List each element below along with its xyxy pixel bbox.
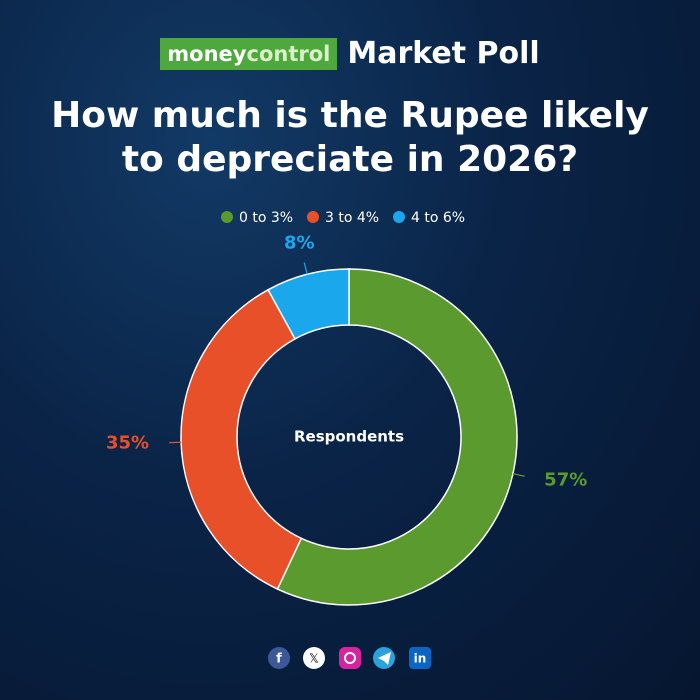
chart-title: How much is the Rupee likely to deprecia…	[51, 95, 649, 180]
donut-slice	[276, 268, 518, 606]
legend-swatch	[307, 211, 319, 223]
legend-label: 3 to 4%	[325, 210, 379, 226]
legend-swatch	[393, 211, 405, 223]
x-icon[interactable]	[303, 647, 325, 669]
brand-prefix: money	[167, 41, 247, 66]
logo: moneycontrol	[160, 37, 338, 70]
legend-label: 0 to 3%	[239, 210, 293, 226]
social-icons: f 𝕏 in	[268, 647, 431, 669]
data-label: 57%	[544, 470, 587, 491]
legend-label: 4 to 6%	[411, 210, 465, 226]
svg-text:𝕏: 𝕏	[309, 652, 319, 666]
data-label: 8%	[284, 232, 315, 253]
donut-slice	[267, 268, 350, 340]
leader-line	[303, 262, 308, 275]
brand-suffix: control	[246, 41, 331, 66]
legend-swatch	[221, 211, 233, 223]
header-label: Market Poll	[347, 36, 540, 71]
instagram-icon[interactable]	[339, 647, 361, 669]
data-label: 35%	[106, 432, 149, 453]
center-label: Respondents	[294, 428, 404, 446]
leader-line	[512, 473, 525, 477]
donut-slice	[180, 288, 303, 591]
linkedin-icon[interactable]	[409, 647, 431, 669]
svg-text:in: in	[414, 652, 427, 666]
svg-text:f: f	[276, 652, 282, 667]
header: moneycontrol Market Poll	[0, 36, 700, 71]
facebook-icon[interactable]	[268, 647, 290, 669]
